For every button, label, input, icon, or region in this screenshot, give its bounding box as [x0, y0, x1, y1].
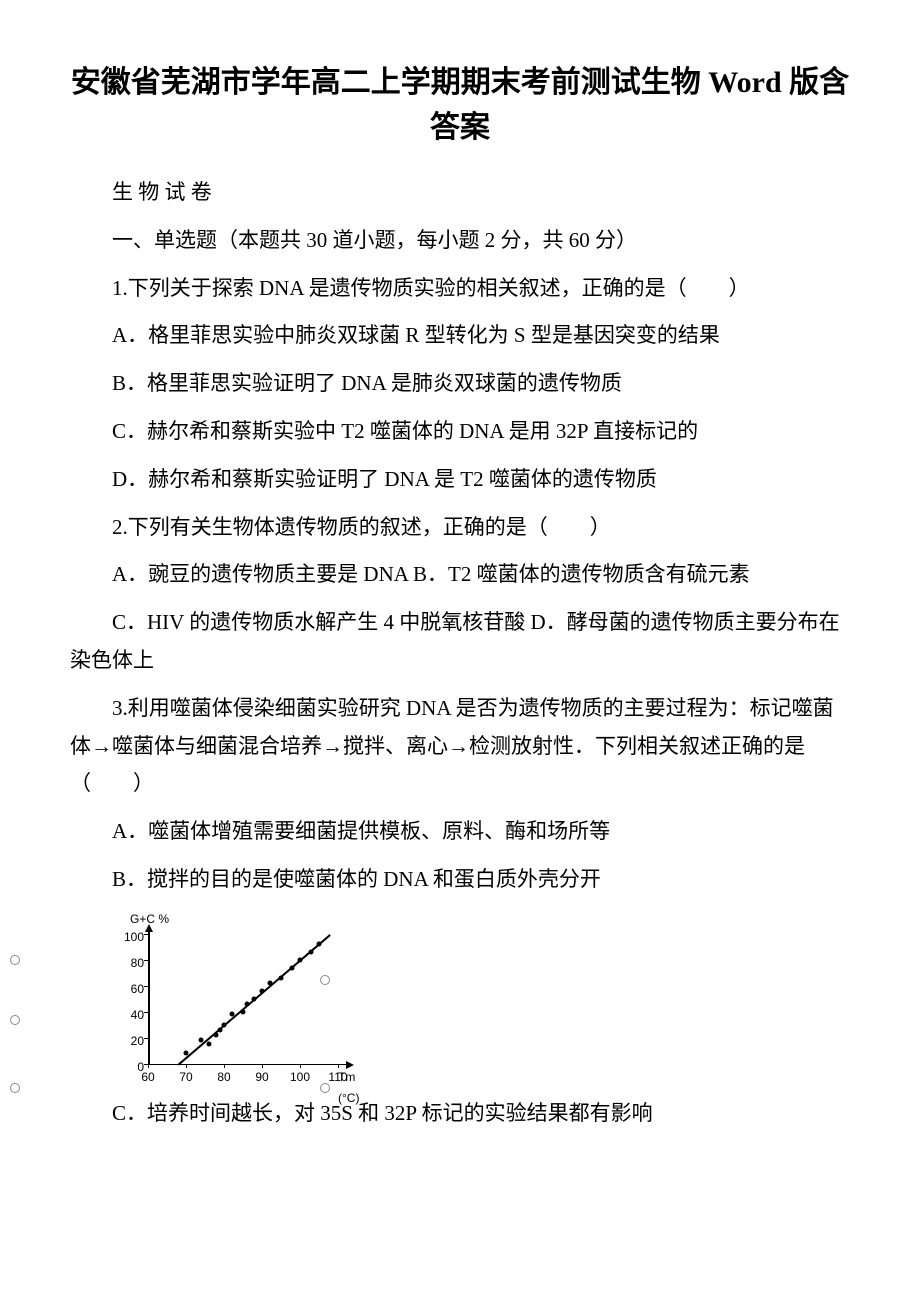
- chart-container: G+C % Tm (°C) 02040608010060708090100110: [110, 909, 850, 1089]
- y-axis-arrow-icon: [145, 924, 153, 932]
- subtitle: 生 物 试 卷: [70, 174, 850, 212]
- data-point: [241, 1009, 246, 1014]
- margin-circle-icon: [320, 1083, 330, 1093]
- q1-opt-a: A．格里菲思实验中肺炎双球菌 R 型转化为 S 型是基因突变的结果: [70, 317, 850, 355]
- margin-circle-icon: [10, 955, 20, 965]
- data-point: [317, 942, 322, 947]
- data-point: [214, 1033, 219, 1038]
- y-tick: [144, 986, 148, 987]
- q3-opt-b: B．搅拌的目的是使噬菌体的 DNA 和蛋白质外壳分开: [70, 861, 850, 899]
- y-tick-label: 0: [116, 1057, 144, 1079]
- q1-opt-d: D．赫尔希和蔡斯实验证明了 DNA 是 T2 噬菌体的遗传物质: [70, 461, 850, 499]
- y-tick-label: 60: [116, 979, 144, 1001]
- x-tick-label: 100: [290, 1067, 310, 1089]
- data-point: [222, 1022, 227, 1027]
- data-point: [252, 996, 257, 1001]
- y-tick: [144, 960, 148, 961]
- margin-circle-icon: [10, 1083, 20, 1093]
- y-tick-label: 20: [116, 1031, 144, 1053]
- data-point: [279, 975, 284, 980]
- data-point: [184, 1051, 189, 1056]
- q2-opt-ab: A．豌豆的遗传物质主要是 DNA B．T2 噬菌体的遗传物质含有硫元素: [70, 556, 850, 594]
- data-point: [206, 1042, 211, 1047]
- y-tick: [144, 934, 148, 935]
- q2-opt-cd: C．HIV 的遗传物质水解产生 4 中脱氧核苷酸 D．酵母菌的遗传物质主要分布在…: [70, 604, 850, 680]
- q1-opt-c: C．赫尔希和蔡斯实验中 T2 噬菌体的 DNA 是用 32P 直接标记的: [70, 413, 850, 451]
- q3-stem: 3.利用噬菌体侵染细菌实验研究 DNA 是否为遗传物质的主要过程为：标记噬菌体→…: [70, 690, 850, 803]
- y-tick: [144, 1012, 148, 1013]
- x-tick-label: 90: [255, 1067, 268, 1089]
- x-tick-label: 60: [141, 1067, 154, 1089]
- data-point: [218, 1027, 223, 1032]
- q1-opt-b: B．格里菲思实验证明了 DNA 是肺炎双球菌的遗传物质: [70, 365, 850, 403]
- data-point: [298, 957, 303, 962]
- x-tick-label: 80: [217, 1067, 230, 1089]
- doc-title: 安徽省芜湖市学年高二上学期期末考前测试生物 Word 版含答案: [70, 60, 850, 150]
- data-point: [244, 1001, 249, 1006]
- scatter-chart: G+C % Tm (°C) 02040608010060708090100110: [110, 909, 370, 1089]
- q2-stem: 2.下列有关生物体遗传物质的叙述，正确的是（ ）: [70, 509, 850, 547]
- data-point: [229, 1012, 234, 1017]
- y-tick-label: 100: [116, 927, 144, 949]
- q3-opt-c: C．培养时间越长，对 35S 和 32P 标记的实验结果都有影响: [70, 1095, 850, 1133]
- margin-circle-icon: [320, 975, 330, 985]
- y-axis: [148, 929, 150, 1064]
- margin-circle-icon: [10, 1015, 20, 1025]
- y-tick-label: 80: [116, 953, 144, 975]
- data-point: [260, 988, 265, 993]
- q3-opt-a: A．噬菌体增殖需要细菌提供模板、原料、酶和场所等: [70, 813, 850, 851]
- data-point: [199, 1038, 204, 1043]
- q1-stem: 1.下列关于探索 DNA 是遗传物质实验的相关叙述，正确的是（ ）: [70, 270, 850, 308]
- y-tick: [144, 1038, 148, 1039]
- x-tick-label: 70: [179, 1067, 192, 1089]
- data-point: [267, 981, 272, 986]
- data-point: [309, 949, 314, 954]
- data-point: [290, 965, 295, 970]
- section-heading: 一、单选题（本题共 30 道小题，每小题 2 分，共 60 分）: [70, 222, 850, 260]
- y-tick-label: 40: [116, 1005, 144, 1027]
- x-tick-label: 110: [328, 1067, 347, 1089]
